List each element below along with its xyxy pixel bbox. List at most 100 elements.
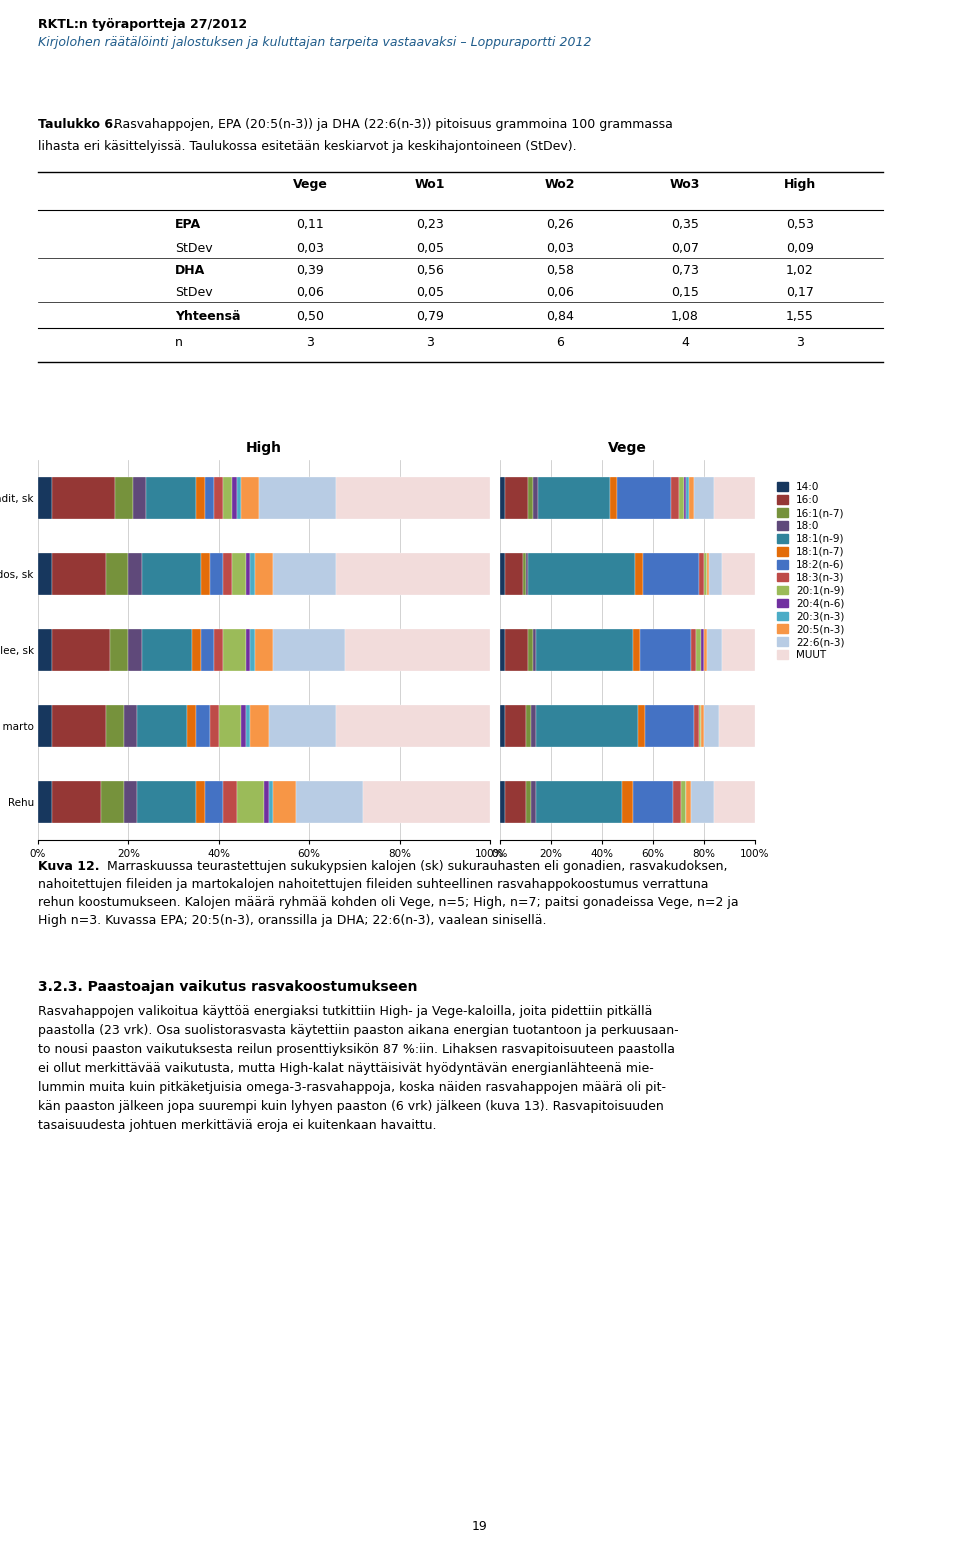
- Bar: [251, 552, 255, 594]
- Bar: [205, 781, 224, 823]
- Bar: [686, 781, 691, 823]
- Text: rehun koostumukseen. Kalojen määrä ryhmää kohden oli Vege, n=5; High, n=7; paits: rehun koostumukseen. Kalojen määrä ryhmä…: [38, 896, 738, 909]
- Bar: [500, 552, 505, 594]
- Bar: [137, 705, 187, 747]
- Text: 3: 3: [426, 336, 434, 349]
- Bar: [102, 781, 124, 823]
- Text: 0,17: 0,17: [786, 286, 814, 299]
- Bar: [246, 552, 251, 594]
- Text: 6: 6: [556, 336, 564, 349]
- Text: Rasvahappojen valikoitua käyttöä energiaksi tutkittiin High- ja Vege-kaloilla, j: Rasvahappojen valikoitua käyttöä energia…: [38, 1005, 653, 1018]
- Bar: [528, 552, 636, 594]
- Bar: [533, 629, 536, 671]
- Bar: [525, 705, 531, 747]
- Bar: [704, 629, 707, 671]
- Bar: [224, 629, 246, 671]
- Bar: [224, 781, 237, 823]
- Bar: [241, 705, 246, 747]
- Bar: [696, 629, 702, 671]
- Bar: [52, 705, 106, 747]
- Text: StDev: StDev: [175, 243, 212, 255]
- Bar: [679, 478, 684, 518]
- Text: 0,84: 0,84: [546, 310, 574, 324]
- Bar: [255, 629, 273, 671]
- Text: 0,06: 0,06: [546, 286, 574, 299]
- Bar: [523, 552, 525, 594]
- Bar: [364, 781, 490, 823]
- Bar: [269, 781, 273, 823]
- Bar: [296, 781, 364, 823]
- Bar: [38, 705, 52, 747]
- Bar: [702, 629, 704, 671]
- Bar: [617, 478, 671, 518]
- Bar: [52, 629, 110, 671]
- Text: Kirjolohen räätälöinti jalostuksen ja kuluttajan tarpeita vastaavaksi – Loppurap: Kirjolohen räätälöinti jalostuksen ja ku…: [38, 36, 591, 48]
- Text: 1,08: 1,08: [671, 310, 699, 324]
- Bar: [346, 629, 490, 671]
- Bar: [201, 629, 214, 671]
- Bar: [241, 478, 259, 518]
- Bar: [505, 478, 528, 518]
- Bar: [643, 552, 699, 594]
- Bar: [106, 552, 129, 594]
- Bar: [224, 478, 232, 518]
- Bar: [681, 781, 686, 823]
- Bar: [106, 705, 124, 747]
- Bar: [273, 629, 346, 671]
- Text: 3.2.3. Paastoajan vaikutus rasvakoostumukseen: 3.2.3. Paastoajan vaikutus rasvakoostumu…: [38, 980, 418, 994]
- Bar: [142, 629, 192, 671]
- Bar: [246, 705, 251, 747]
- Text: kän paaston jälkeen jopa suurempi kuin lyhyen paaston (6 vrk) jälkeen (kuva 13).: kän paaston jälkeen jopa suurempi kuin l…: [38, 1100, 663, 1113]
- Text: 1,02: 1,02: [786, 265, 814, 277]
- Bar: [622, 781, 633, 823]
- Bar: [704, 705, 719, 747]
- Text: 19: 19: [472, 1520, 488, 1533]
- Bar: [684, 478, 686, 518]
- Bar: [699, 552, 704, 594]
- Bar: [702, 705, 704, 747]
- Bar: [142, 552, 201, 594]
- Title: High: High: [246, 440, 282, 454]
- Text: Kuva 12.: Kuva 12.: [38, 860, 100, 873]
- Bar: [38, 781, 52, 823]
- Bar: [201, 552, 209, 594]
- Bar: [531, 705, 536, 747]
- Bar: [269, 705, 336, 747]
- Bar: [694, 705, 699, 747]
- Bar: [531, 781, 536, 823]
- Bar: [232, 552, 246, 594]
- Bar: [691, 781, 714, 823]
- Bar: [707, 629, 722, 671]
- Bar: [196, 705, 209, 747]
- Bar: [132, 478, 147, 518]
- Text: lihasta eri käsittelyissä. Taulukossa esitetään keskiarvot ja keskihajontoineen : lihasta eri käsittelyissä. Taulukossa es…: [38, 140, 577, 152]
- Bar: [704, 552, 707, 594]
- Bar: [505, 781, 525, 823]
- Text: StDev: StDev: [175, 286, 212, 299]
- Bar: [251, 705, 269, 747]
- Bar: [505, 552, 523, 594]
- Text: to nousi paaston vaikutuksesta reilun prosenttiyksikön 87 %:iin. Lihaksen rasvap: to nousi paaston vaikutuksesta reilun pr…: [38, 1043, 675, 1057]
- Bar: [52, 478, 115, 518]
- Title: Vege: Vege: [608, 440, 647, 454]
- Bar: [129, 552, 142, 594]
- Text: tasaisuudesta johtuen merkittäviä eroja ei kuitenkaan havaittu.: tasaisuudesta johtuen merkittäviä eroja …: [38, 1119, 437, 1133]
- Bar: [500, 705, 505, 747]
- Bar: [147, 478, 196, 518]
- Bar: [214, 478, 224, 518]
- Bar: [192, 629, 201, 671]
- Text: n: n: [175, 336, 182, 349]
- Text: lummin muita kuin pitkäketjuisia omega-3-rasvahappoja, koska näiden rasvahappoje: lummin muita kuin pitkäketjuisia omega-3…: [38, 1081, 666, 1094]
- Bar: [505, 705, 525, 747]
- Bar: [196, 478, 205, 518]
- Bar: [640, 629, 691, 671]
- Bar: [536, 781, 622, 823]
- Bar: [671, 478, 679, 518]
- Bar: [336, 705, 490, 747]
- Bar: [714, 781, 755, 823]
- Bar: [38, 478, 52, 518]
- Text: 0,35: 0,35: [671, 218, 699, 230]
- Bar: [38, 629, 52, 671]
- Bar: [205, 478, 214, 518]
- Text: 0,50: 0,50: [296, 310, 324, 324]
